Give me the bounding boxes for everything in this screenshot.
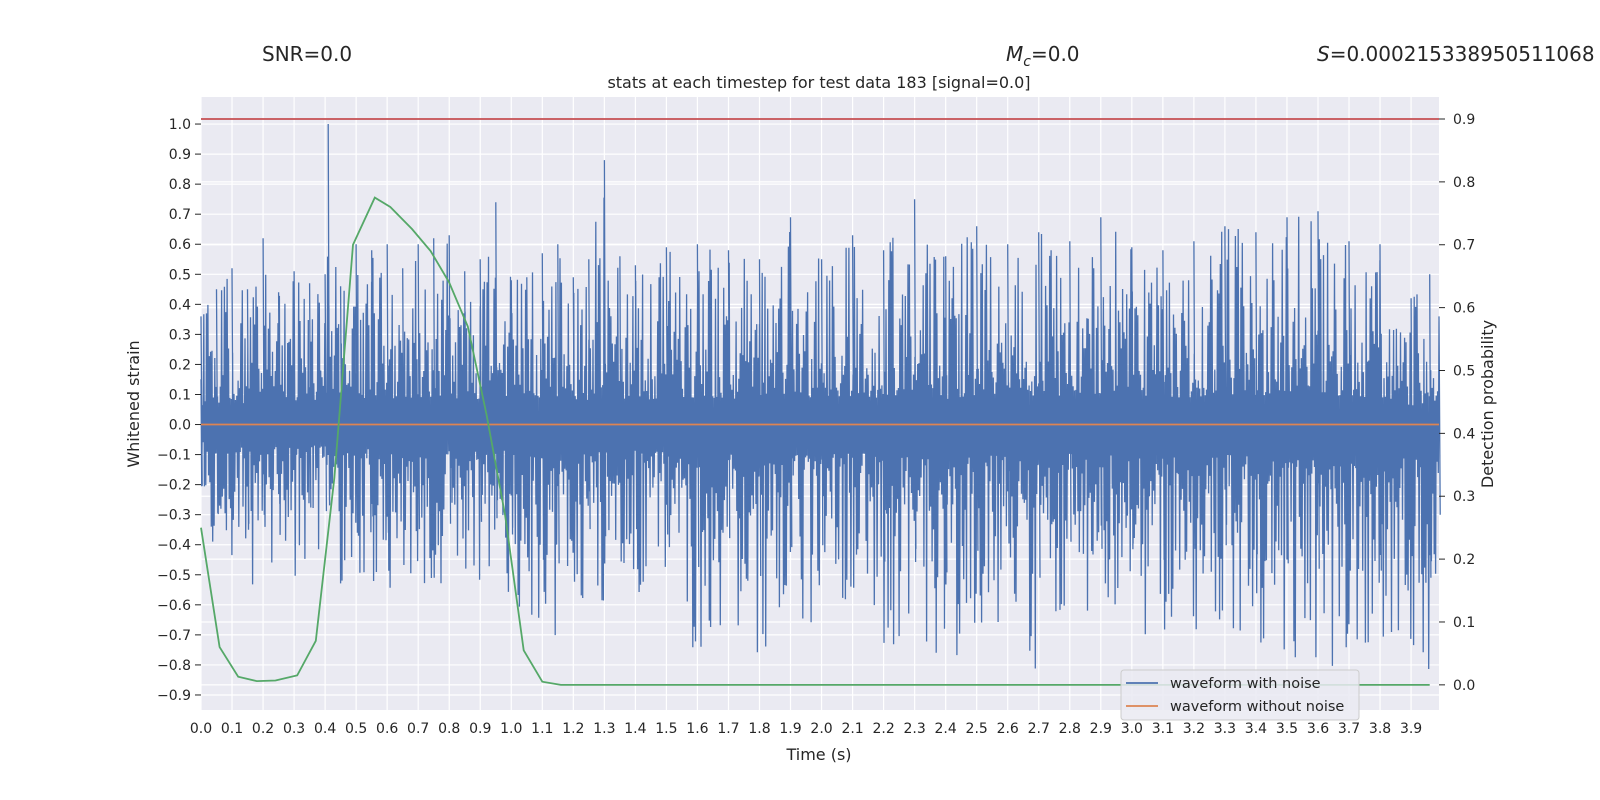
x-tick-label: 0.3 <box>283 721 305 737</box>
right-y-tick-label: 0.3 <box>1453 489 1475 505</box>
left-y-tick-label: −0.1 <box>157 448 191 464</box>
chart-title: stats at each timestep for test data 183… <box>607 73 1030 92</box>
x-tick-label: 2.9 <box>1090 721 1112 737</box>
x-tick-label: 3.0 <box>1121 721 1143 737</box>
x-tick-label: 3.6 <box>1307 721 1329 737</box>
x-tick-label: 3.4 <box>1245 721 1267 737</box>
series-waveform-with-noise <box>200 123 1441 670</box>
chirp-mass-subscript: c <box>1023 54 1031 70</box>
right-y-tick-label: 0.9 <box>1453 112 1475 128</box>
x-tick-label: 1.5 <box>655 721 677 737</box>
x-tick-label: 0.7 <box>407 721 429 737</box>
series-detection-probability <box>200 196 1430 686</box>
right-y-tick-label: 0.2 <box>1453 552 1475 568</box>
right-y-tick-label: 0.6 <box>1453 301 1475 317</box>
snr-label: SNR=0.0 <box>262 42 352 66</box>
right-y-axis-ticks: 0.9 0.8 0.7 0.6 0.5 0.4 0.3 0.2 0.1 0.0 <box>1439 112 1475 694</box>
x-tick-label: 3.5 <box>1276 721 1298 737</box>
chirp-mass-value: =0.0 <box>1031 42 1080 66</box>
x-tick-label: 2.2 <box>872 721 894 737</box>
x-axis-ticks: 0.0 0.1 0.2 0.3 0.4 0.5 0.6 0.7 0.8 0.9 1.0 1.1 1.2 1… <box>190 721 1422 737</box>
legend-label-waveform-with-noise: waveform with noise <box>1170 676 1321 692</box>
chirp-mass-symbol: M <box>1006 42 1023 66</box>
x-tick-label: 2.6 <box>997 721 1019 737</box>
legend: waveform with noise waveform without noi… <box>1120 669 1360 721</box>
left-y-tick-label: 0.5 <box>169 267 191 283</box>
x-tick-label: 0.6 <box>376 721 398 737</box>
x-tick-label: 1.1 <box>531 721 553 737</box>
right-y-tick-label: 0.0 <box>1453 678 1475 694</box>
left-y-tick-label: 0.6 <box>169 237 191 253</box>
noisy-waveform-path <box>200 123 1441 670</box>
x-tick-label: 1.9 <box>779 721 801 737</box>
x-tick-label: 1.0 <box>500 721 522 737</box>
left-y-tick-label: −0.5 <box>157 568 191 584</box>
right-y-tick-label: 0.7 <box>1453 238 1475 254</box>
detection-probability-line <box>200 196 1430 686</box>
x-tick-label: 3.9 <box>1400 721 1422 737</box>
left-y-tick-label: −0.3 <box>157 508 191 524</box>
s-statistic-symbol: S <box>1317 42 1330 66</box>
left-y-tick-label: −0.6 <box>157 598 191 614</box>
x-tick-label: 0.1 <box>221 721 243 737</box>
s-statistic-value: =0.000215338950511068 <box>1330 42 1595 66</box>
x-tick-label: 0.2 <box>252 721 274 737</box>
x-tick-label: 1.6 <box>686 721 708 737</box>
x-tick-label: 3.2 <box>1183 721 1205 737</box>
x-tick-label: 2.0 <box>810 721 832 737</box>
left-y-tick-label: −0.7 <box>157 628 191 644</box>
right-y-axis-label: Detection probability <box>1478 320 1497 488</box>
x-tick-label: 2.8 <box>1059 721 1081 737</box>
x-tick-label: 1.4 <box>624 721 646 737</box>
legend-label-waveform-without-noise: waveform without noise <box>1170 699 1344 715</box>
x-tick-label: 2.5 <box>966 721 988 737</box>
x-tick-label: 3.8 <box>1369 721 1391 737</box>
x-tick-label: 2.3 <box>904 721 926 737</box>
left-y-tick-label: 0.3 <box>169 327 191 343</box>
left-y-tick-label: −0.9 <box>157 688 191 704</box>
x-tick-label: 3.3 <box>1214 721 1236 737</box>
x-tick-label: 0.4 <box>314 721 336 737</box>
left-y-axis-label: Whitened strain <box>124 340 143 467</box>
left-y-tick-label: 0.8 <box>169 177 191 193</box>
x-tick-label: 1.2 <box>562 721 584 737</box>
x-tick-label: 0.5 <box>345 721 367 737</box>
left-y-tick-label: −0.8 <box>157 658 191 674</box>
x-tick-label: 2.1 <box>841 721 863 737</box>
left-y-tick-label: 1.0 <box>169 117 191 133</box>
legend-box <box>1120 669 1360 721</box>
x-tick-label: 1.7 <box>717 721 739 737</box>
x-tick-label: 2.4 <box>935 721 957 737</box>
x-tick-label: 1.3 <box>593 721 615 737</box>
left-y-axis-ticks: 1.0 0.9 0.8 0.7 0.6 0.5 0.4 0.3 0.2 0.1 0.0 −0.1 −0.… <box>157 117 201 704</box>
x-tick-label: 0.8 <box>438 721 460 737</box>
x-tick-label: 0.9 <box>469 721 491 737</box>
right-y-tick-label: 0.1 <box>1453 615 1475 631</box>
left-y-tick-label: 0.9 <box>169 147 191 163</box>
left-y-tick-label: −0.4 <box>157 538 191 554</box>
right-y-tick-label: 0.4 <box>1453 426 1475 442</box>
right-y-tick-label: 0.8 <box>1453 175 1475 191</box>
left-y-tick-label: 0.7 <box>169 207 191 223</box>
x-tick-label: 3.1 <box>1152 721 1174 737</box>
left-y-tick-label: −0.2 <box>157 478 191 494</box>
s-statistic-label: S=0.000215338950511068 <box>1317 42 1595 66</box>
x-tick-label: 2.7 <box>1028 721 1050 737</box>
x-axis-label: Time (s) <box>785 745 851 764</box>
chirp-mass-label: Mc=0.0 <box>1006 42 1080 70</box>
x-tick-label: 1.8 <box>748 721 770 737</box>
left-y-tick-label: 0.2 <box>169 357 191 373</box>
left-y-tick-label: 0.1 <box>169 387 191 403</box>
left-y-tick-label: 0.4 <box>169 297 191 313</box>
x-tick-label: 0.0 <box>190 721 212 737</box>
x-tick-label: 3.7 <box>1338 721 1360 737</box>
right-y-tick-label: 0.5 <box>1453 363 1475 379</box>
left-y-tick-label: 0.0 <box>169 418 191 434</box>
